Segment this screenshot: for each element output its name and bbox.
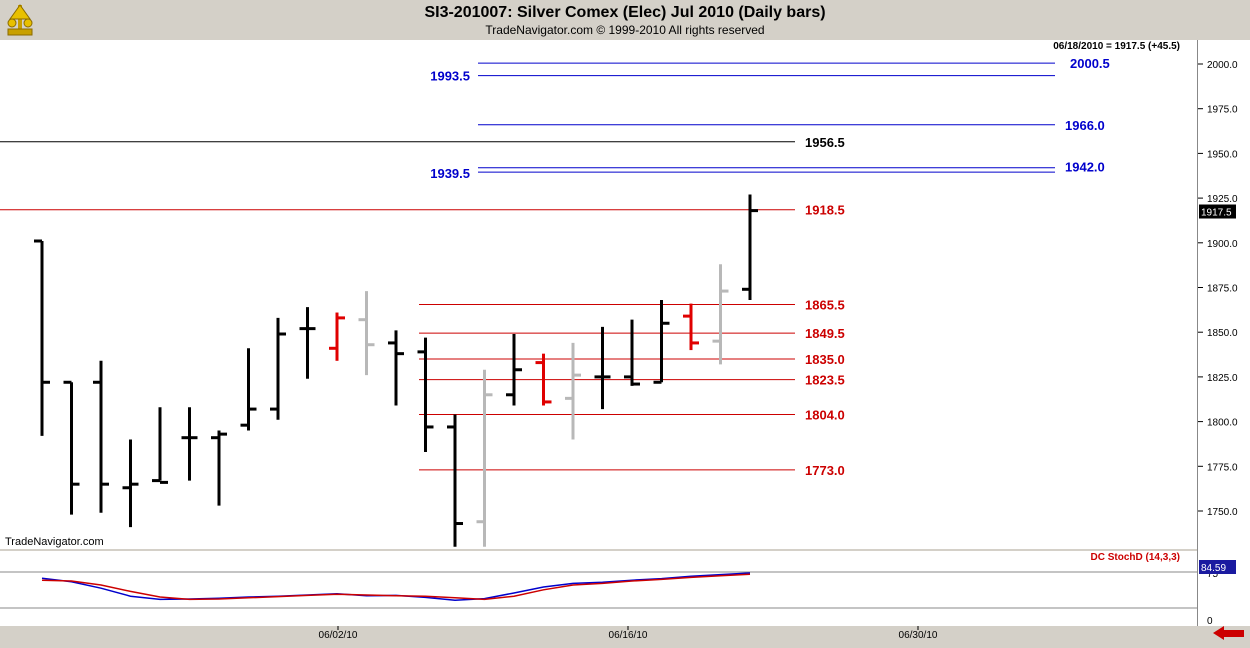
price-plot-area[interactable]: 06/18/2010 = 1917.5 (+45.5) TradeNavigat… [0,40,1197,549]
y-tick-label: 1975.0 [1207,105,1238,116]
date-axis: 06/02/10 06/16/10 06/30/10 [0,626,1250,643]
price-axis: 2000.0 1975.0 1950.0 1925.0 1900.0 1875.0 1850… [1197,40,1250,627]
price-chart[interactable]: 06/18/2010 = 1917.5 (+45.5) TradeNavigat… [0,40,1197,549]
y-tick-label: 1800.0 [1207,418,1238,429]
y-tick-label: 1875.0 [1207,284,1238,295]
level-label: 1804.0 [805,407,845,422]
oscillator-lines [0,571,1197,609]
y-tick-label: 1925.0 [1207,194,1238,205]
y-tick-label: 2000.0 [1207,60,1238,71]
osc-last-box [1199,560,1236,574]
last-price-box [1199,204,1236,219]
level-label: 1823.5 [805,373,845,388]
scroll-left-arrow-icon[interactable] [1212,626,1246,641]
y-tick-label: 1850.0 [1207,328,1238,339]
level-label: 2000.5 [1070,56,1110,71]
x-tick-label: 06/02/10 [319,630,358,641]
level-label: 1849.5 [805,326,845,341]
y-tick-label: 1950.0 [1207,149,1238,160]
copyright-subtitle: TradeNavigator.com © 1999-2010 All right… [485,23,765,37]
x-tick-label: 06/16/10 [609,630,648,641]
oscillator-title: DC StochD (14,3,3) [1091,552,1180,563]
level-label: 1966.0 [1065,118,1105,133]
osc-tick-label: 75 [1207,569,1219,580]
osc-tick-label: 0 [1207,616,1213,626]
y-tick-label: 1775.0 [1207,462,1238,473]
level-label: 1918.5 [805,203,845,218]
last-price-label: 1917.5 [1201,208,1232,219]
level-label: 1993.5 [430,69,470,84]
y-axis: 2000.0 1975.0 1950.0 1925.0 1900.0 1875.0 1850… [1198,60,1238,627]
last-readout: 06/18/2010 = 1917.5 (+45.5) [1053,41,1180,52]
title-bar: SI3-201007: Silver Comex (Elec) Jul 2010… [0,0,1250,40]
price-bars [34,194,758,547]
y-tick-label: 1825.0 [1207,373,1238,384]
chart-title: SI3-201007: Silver Comex (Elec) Jul 2010… [424,4,826,21]
x-axis: 06/02/10 06/16/10 06/30/10 [319,626,938,641]
watermark: TradeNavigator.com [5,536,104,548]
level-label: 1865.5 [805,297,845,312]
level-label: 1773.0 [805,463,845,478]
level-label: 1956.5 [805,135,845,150]
level-label: 1939.5 [430,166,470,181]
level-label: 1835.0 [805,352,845,367]
x-tick-label: 06/30/10 [899,630,938,641]
osc-last-label: 84.59 [1201,563,1226,574]
stochastic-series-line [41,573,751,601]
level-lines: 2000.5 1993.5 1966.0 1956.5 1942.0 1939.5 1918… [0,56,1110,478]
level-label: 1942.0 [1065,160,1105,175]
oscillator-panel[interactable]: DC StochD (14,3,3) [0,551,1197,626]
y-tick-label: 1750.0 [1207,507,1238,518]
trade-navigator-logo [7,4,33,36]
stochastic-chart[interactable]: DC StochD (14,3,3) [0,551,1197,626]
y-tick-label: 1900.0 [1207,239,1238,250]
